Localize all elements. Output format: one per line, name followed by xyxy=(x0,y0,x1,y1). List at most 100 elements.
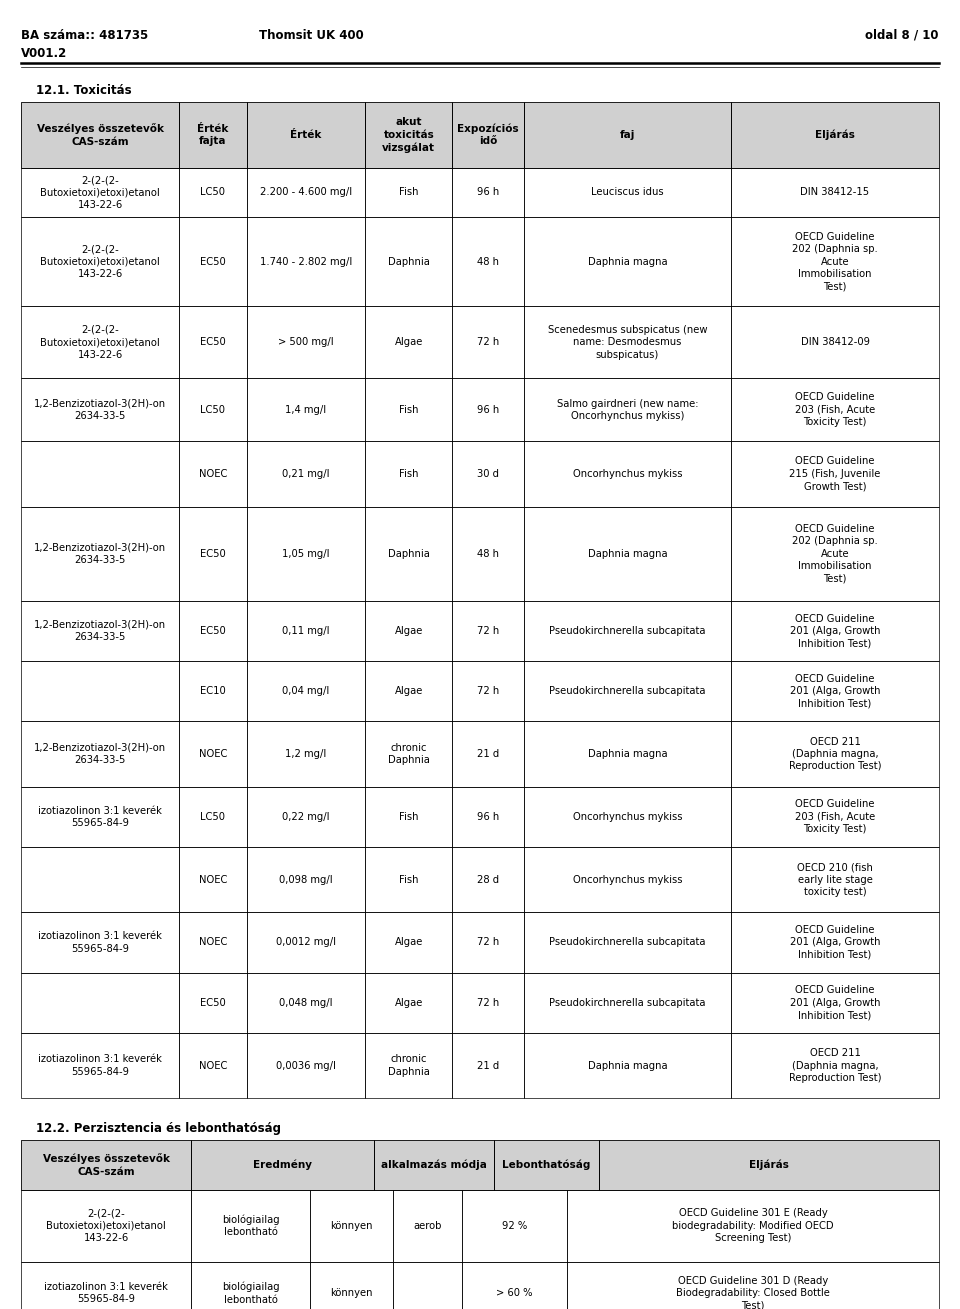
Bar xyxy=(191,1262,310,1309)
Bar xyxy=(247,306,365,378)
Bar xyxy=(732,102,939,168)
Text: 1,4 mg/l: 1,4 mg/l xyxy=(285,404,326,415)
Bar xyxy=(247,507,365,601)
Text: OECD Guideline
201 (Alga, Growth
Inhibition Test): OECD Guideline 201 (Alga, Growth Inhibit… xyxy=(790,674,880,708)
Text: OECD 211
(Daphnia magna,
Reproduction Test): OECD 211 (Daphnia magna, Reproduction Te… xyxy=(789,737,881,771)
Text: Fish: Fish xyxy=(399,874,419,885)
Text: 1,2-Benzizotiazol-3(2H)-on
2634-33-5: 1,2-Benzizotiazol-3(2H)-on 2634-33-5 xyxy=(35,542,166,565)
Text: alkalmazás módja: alkalmazás módja xyxy=(381,1160,487,1170)
Text: OECD 210 (fish
early lite stage
toxicity test): OECD 210 (fish early lite stage toxicity… xyxy=(797,863,873,897)
Bar xyxy=(452,847,523,912)
Bar xyxy=(247,973,365,1033)
Bar xyxy=(393,1190,462,1262)
Text: Algae: Algae xyxy=(395,338,423,347)
Bar xyxy=(493,1140,599,1190)
Bar xyxy=(21,1140,191,1190)
Bar xyxy=(247,1033,365,1098)
Bar xyxy=(452,507,523,601)
Text: 0,0012 mg/l: 0,0012 mg/l xyxy=(276,937,336,948)
Bar xyxy=(247,168,365,217)
Text: 72 h: 72 h xyxy=(477,338,499,347)
Bar xyxy=(452,168,523,217)
Bar xyxy=(180,168,247,217)
Text: 12.1. Toxicitás: 12.1. Toxicitás xyxy=(36,84,132,97)
Bar xyxy=(523,601,732,661)
Bar xyxy=(374,1140,493,1190)
Bar xyxy=(21,1190,191,1262)
Text: NOEC: NOEC xyxy=(199,874,228,885)
Bar xyxy=(365,787,452,847)
Text: 28 d: 28 d xyxy=(477,874,499,885)
Bar xyxy=(21,1140,191,1190)
Bar xyxy=(732,441,939,507)
Text: LC50: LC50 xyxy=(201,812,226,822)
Bar xyxy=(732,601,939,661)
Bar xyxy=(365,847,452,912)
Text: 30 d: 30 d xyxy=(477,469,499,479)
Bar xyxy=(452,601,523,661)
Bar xyxy=(21,378,180,441)
Text: 0,04 mg/l: 0,04 mg/l xyxy=(282,686,329,696)
Bar xyxy=(732,787,939,847)
Text: Leuciscus idus: Leuciscus idus xyxy=(591,187,663,198)
Text: 0,0036 mg/l: 0,0036 mg/l xyxy=(276,1060,336,1071)
Text: Eredmény: Eredmény xyxy=(253,1160,312,1170)
Bar xyxy=(180,912,247,973)
Bar xyxy=(21,168,180,217)
Text: Algae: Algae xyxy=(395,937,423,948)
Bar xyxy=(732,912,939,973)
Text: 48 h: 48 h xyxy=(477,548,499,559)
Bar xyxy=(523,912,732,973)
Bar xyxy=(374,1140,493,1190)
Bar xyxy=(732,378,939,441)
Bar xyxy=(21,973,180,1033)
Text: OECD Guideline
201 (Alga, Growth
Inhibition Test): OECD Guideline 201 (Alga, Growth Inhibit… xyxy=(790,614,880,648)
Bar xyxy=(247,378,365,441)
Text: 0,11 mg/l: 0,11 mg/l xyxy=(282,626,329,636)
Text: LC50: LC50 xyxy=(201,187,226,198)
Bar xyxy=(452,217,523,306)
Bar xyxy=(523,787,732,847)
Text: 1,2-Benzizotiazol-3(2H)-on
2634-33-5: 1,2-Benzizotiazol-3(2H)-on 2634-33-5 xyxy=(35,742,166,766)
Bar xyxy=(523,1033,732,1098)
Text: Pseudokirchnerella subcapitata: Pseudokirchnerella subcapitata xyxy=(549,686,706,696)
Text: EC50: EC50 xyxy=(200,257,226,267)
Text: Pseudokirchnerella subcapitata: Pseudokirchnerella subcapitata xyxy=(549,626,706,636)
Bar xyxy=(452,441,523,507)
Text: izotiazolinon 3:1 keverék
55965-84-9: izotiazolinon 3:1 keverék 55965-84-9 xyxy=(44,1282,168,1305)
Bar xyxy=(247,601,365,661)
Text: OECD Guideline
201 (Alga, Growth
Inhibition Test): OECD Guideline 201 (Alga, Growth Inhibit… xyxy=(790,986,880,1020)
Text: Salmo gairdneri (new name:
Oncorhynchus mykiss): Salmo gairdneri (new name: Oncorhynchus … xyxy=(557,398,698,421)
Text: akut
toxicitás
vizsgálat: akut toxicitás vizsgálat xyxy=(382,117,435,153)
Bar xyxy=(599,1140,939,1190)
Bar xyxy=(732,306,939,378)
Bar xyxy=(247,102,365,168)
Text: chronic
Daphnia: chronic Daphnia xyxy=(388,1054,430,1077)
Text: könnyen: könnyen xyxy=(330,1288,372,1299)
Bar xyxy=(365,973,452,1033)
Bar xyxy=(180,1033,247,1098)
Text: OECD Guideline
202 (Daphnia sp.
Acute
Immobilisation
Test): OECD Guideline 202 (Daphnia sp. Acute Im… xyxy=(792,524,877,584)
Bar xyxy=(452,787,523,847)
Bar xyxy=(732,102,939,168)
Text: NOEC: NOEC xyxy=(199,937,228,948)
Bar xyxy=(21,217,180,306)
Bar xyxy=(365,912,452,973)
Bar xyxy=(21,601,180,661)
Text: Lebonthatóság: Lebonthatóság xyxy=(502,1160,590,1170)
Bar xyxy=(247,787,365,847)
Text: 96 h: 96 h xyxy=(477,812,499,822)
Bar xyxy=(180,787,247,847)
Bar xyxy=(732,661,939,721)
Bar xyxy=(21,1033,180,1098)
Bar xyxy=(180,102,247,168)
Bar xyxy=(452,721,523,787)
Bar xyxy=(493,1140,599,1190)
Bar xyxy=(180,378,247,441)
Text: EC10: EC10 xyxy=(200,686,226,696)
Text: Pseudokirchnerella subcapitata: Pseudokirchnerella subcapitata xyxy=(549,937,706,948)
Text: Pseudokirchnerella subcapitata: Pseudokirchnerella subcapitata xyxy=(549,997,706,1008)
Text: Daphnia: Daphnia xyxy=(388,257,430,267)
Text: 12.2. Perzisztencia és lebonthatóság: 12.2. Perzisztencia és lebonthatóság xyxy=(36,1122,280,1135)
Bar xyxy=(452,306,523,378)
